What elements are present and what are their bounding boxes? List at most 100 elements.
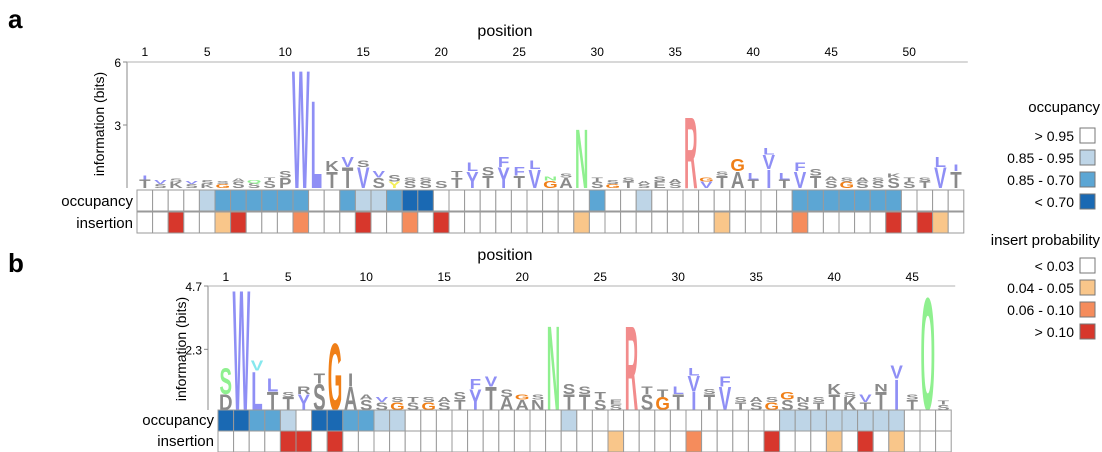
panel-a-logo-letter: T xyxy=(903,176,915,183)
panel-b-occupancy-cell xyxy=(919,409,937,432)
panel-a-logo-letter: A xyxy=(668,177,682,184)
panel-b-x-tick-label: 45 xyxy=(906,270,920,284)
panel-b-logo-letter: V xyxy=(890,362,903,383)
panel-b-insertion-cell xyxy=(357,430,375,452)
insert-legend-swatch xyxy=(1079,301,1096,318)
panel-a-x-tick-label: 45 xyxy=(825,45,839,59)
panel-a-logo-letter: T xyxy=(810,173,821,192)
panel-a-logo-letter: L xyxy=(763,147,775,157)
panel-a-insertion-cell xyxy=(417,211,434,234)
panel-b-occupancy-cell xyxy=(326,409,344,432)
panel-a-occupancy-cell xyxy=(510,189,528,212)
panel-b-occupancy-cell xyxy=(248,409,266,432)
panel-b-logo-letter: N xyxy=(796,396,810,404)
panel-a-logo-letter: I xyxy=(766,164,771,194)
panel-a-logo-letter: T xyxy=(950,168,962,193)
panel-a-x-title: position xyxy=(477,23,532,40)
panel-b-occupancy-cell xyxy=(841,409,859,432)
panel-a-logo-letter: V xyxy=(794,168,807,193)
panel-b-occupancy-cell xyxy=(357,409,375,432)
panel-a-insertion-cell xyxy=(245,211,263,234)
occupancy-legend-swatch xyxy=(1079,149,1096,166)
panel-a-occupancy-cell xyxy=(916,189,934,212)
occupancy-legend-swatch xyxy=(1079,171,1096,188)
panel-b-logo-letter: T xyxy=(454,397,466,414)
panel-a-occupancy-cell xyxy=(167,189,185,212)
panel-b-logo-letter: K xyxy=(843,393,857,414)
panel-b-occupancy-cell xyxy=(669,409,687,432)
insert-legend-label: 0.06 - 0.10 xyxy=(1007,302,1074,318)
panel-a-occupancy-cell xyxy=(417,189,434,212)
panel-a-x-tick-label: 40 xyxy=(747,45,761,59)
panel-a-insertion-cell xyxy=(448,211,466,234)
panel-b-logo-letter: S xyxy=(766,396,778,404)
panel-a-logo-letter: L xyxy=(467,161,479,174)
panel-b-x-title: position xyxy=(477,247,532,264)
panel-b-occupancy-cell xyxy=(591,409,609,432)
panel-a-logo-letter: N xyxy=(544,175,558,182)
panel-a-insertion-cell xyxy=(573,211,590,234)
panel-b-logo-letter: A xyxy=(437,396,451,404)
panel-b-logo-letter: T xyxy=(407,396,419,404)
panel-a-insertion-cell xyxy=(713,211,731,234)
panel-b-insertion-cell xyxy=(342,430,359,452)
panel-a-logo-letter: A xyxy=(824,175,838,182)
panel-a-logo-letter: S xyxy=(435,179,447,191)
panel-b-logo-letter: S xyxy=(734,396,746,404)
panel-a-insertion-cell xyxy=(729,211,746,234)
panel-a-logo-letter: G xyxy=(216,183,231,190)
panel-a-logo-letter: S xyxy=(607,178,620,185)
panel-b-occupancy-cell xyxy=(435,409,453,432)
panel-b-insertion-cell xyxy=(233,430,250,452)
panel-b-insertion-cell xyxy=(248,430,266,452)
panel-a-logo-letter: T xyxy=(451,170,463,180)
panel-a-logo-letter: S xyxy=(170,178,183,183)
panel-a-logo-letter: T xyxy=(326,168,338,193)
panel-a-occupancy-cell xyxy=(230,189,247,212)
panel-b-insertion-cell xyxy=(560,430,578,452)
panel-b-x-tick-label: 1 xyxy=(222,270,229,284)
panel-a-logo-letter: W xyxy=(292,35,310,225)
panel-b-occupancy-cell xyxy=(872,409,890,432)
panel-b-occupancy-cell xyxy=(903,409,921,432)
panel-b-logo-letter: Q xyxy=(921,265,936,445)
panel-a-x-tick-label: 15 xyxy=(357,45,371,59)
panel-a-logo-letter: V xyxy=(154,178,168,185)
panel-a-logo-letter: L xyxy=(747,172,759,182)
panel-b-occupancy-cell xyxy=(311,409,328,432)
panel-a-logo-letter: S xyxy=(887,175,900,191)
panel-a-logo-letter: S xyxy=(185,183,198,190)
panel-a-logo-letter: S xyxy=(919,176,932,183)
panel-a-logo-letter: T xyxy=(482,173,493,192)
panel-b-logo-letter: F xyxy=(719,373,730,390)
insert-legend-label: < 0.03 xyxy=(1035,258,1075,274)
panel-a-logo-letter: V xyxy=(529,164,542,194)
panel-a-insertion-cell xyxy=(386,211,403,234)
panel-a-occupancy-cell xyxy=(604,189,622,212)
panel-b-y-title: information (bits) xyxy=(173,297,189,401)
panel-a-insertion-cell xyxy=(744,211,762,234)
panel-b-logo-letter: K xyxy=(827,381,841,398)
panel-a-logo-letter: S xyxy=(279,170,292,180)
panel-a-insertion-cell xyxy=(230,211,247,234)
panel-a-insertion-cell xyxy=(542,211,559,234)
panel-b-logo-letter: S xyxy=(391,396,403,404)
panel-a-insertion-cell xyxy=(604,211,622,234)
panel-a-logo-letter: G xyxy=(543,179,558,191)
panel-b-logo-letter: Y xyxy=(469,385,482,417)
panel-a-logo-letter: A xyxy=(232,178,246,183)
occupancy-legend-label: > 0.95 xyxy=(1035,128,1075,144)
panel-b-occupancy-cell xyxy=(623,409,640,432)
panel-a-occupancy-cell xyxy=(807,189,824,212)
panel-b-x-tick-label: 40 xyxy=(828,270,842,284)
panel-a-occupancy-cell xyxy=(370,189,388,212)
panel-b-occupancy-cell xyxy=(638,409,656,432)
panel-b-logo-letter: S xyxy=(220,363,233,403)
panel-b-y-tick-label: 2.3 xyxy=(185,343,202,357)
panel-a-occupancy-cell xyxy=(464,189,481,212)
panel-b-insertion-cell xyxy=(654,430,671,452)
panel-b-logo-letter: V xyxy=(485,373,498,390)
panel-a-logo-letter: T xyxy=(779,178,791,191)
panel-b-logo-letter: G xyxy=(328,324,343,431)
